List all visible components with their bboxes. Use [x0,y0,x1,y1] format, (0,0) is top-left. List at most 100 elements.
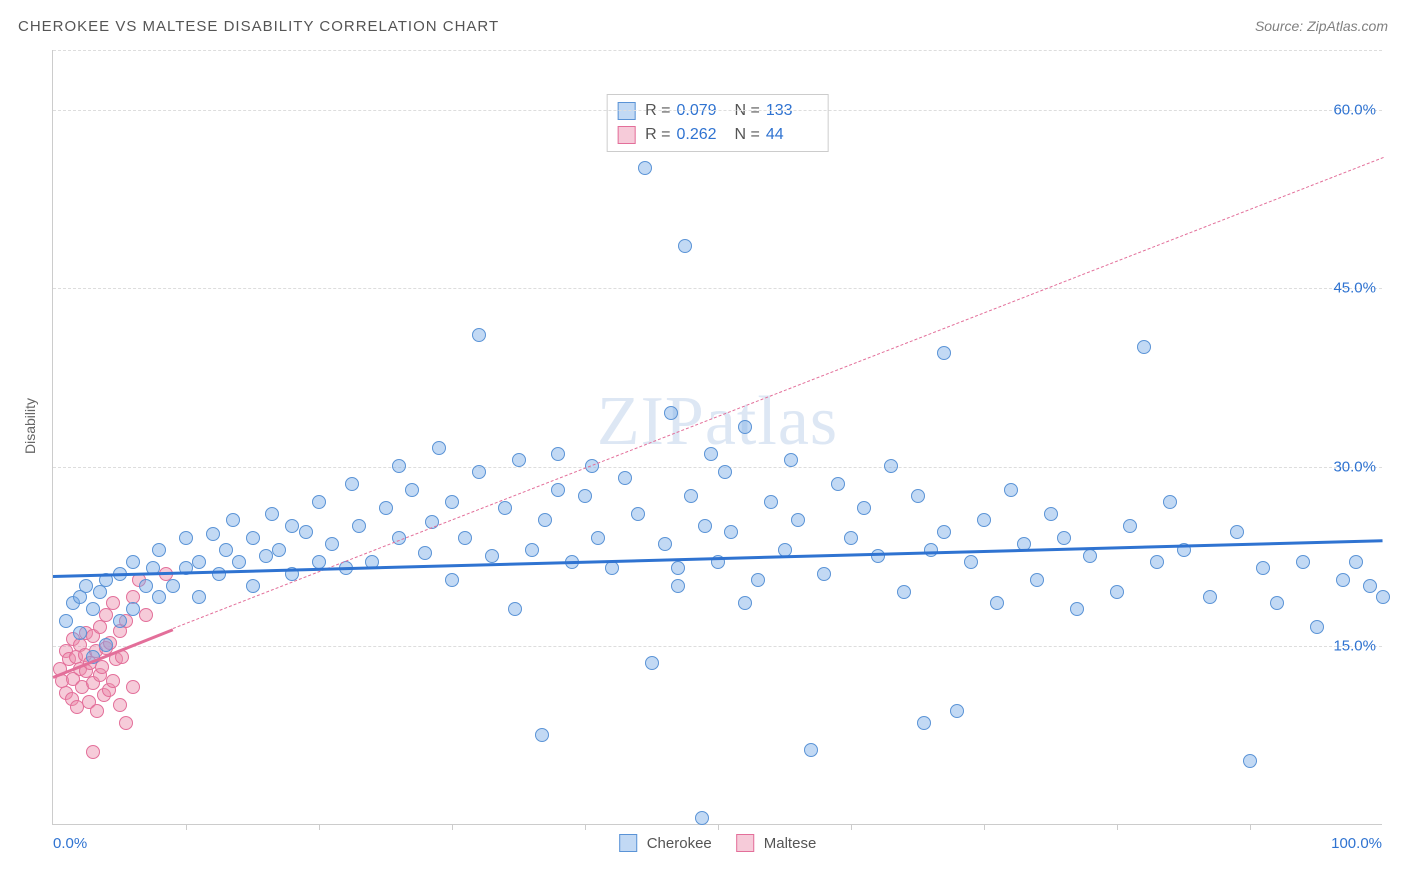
point-series1 [1256,561,1270,575]
point-series1 [784,453,798,467]
point-series1 [445,495,459,509]
point-series1 [551,483,565,497]
point-series1 [1123,519,1137,533]
point-series1 [192,555,206,569]
point-series1 [645,656,659,670]
x-tick [984,824,985,830]
point-series1 [738,420,752,434]
point-series1 [246,579,260,593]
x-tick [718,824,719,830]
x-max-label: 100.0% [1331,835,1382,852]
legend-label-1: Cherokee [647,835,712,852]
point-series1 [259,549,273,563]
y-tick-label: 60.0% [1333,101,1376,118]
point-series1 [658,537,672,551]
series-legend: Cherokee Maltese [619,834,817,852]
point-series1 [93,585,107,599]
r-value-2: 0.262 [677,123,729,147]
n-value-2: 44 [766,123,818,147]
point-series1 [405,483,419,497]
swatch-series1 [617,102,635,120]
point-series1 [937,525,951,539]
point-series1 [671,579,685,593]
point-series1 [1310,620,1324,634]
gridline [53,646,1382,647]
y-tick-label: 15.0% [1333,638,1376,655]
point-series1 [751,573,765,587]
point-series1 [977,513,991,527]
point-series1 [246,531,260,545]
point-series1 [86,602,100,616]
legend-item-1: Cherokee [619,834,712,852]
point-series1 [591,531,605,545]
point-series1 [704,447,718,461]
point-series1 [897,585,911,599]
point-series1 [445,573,459,587]
point-series1 [535,728,549,742]
point-series1 [265,507,279,521]
point-series1 [917,716,931,730]
point-series1 [219,543,233,557]
point-series1 [791,513,805,527]
x-tick [585,824,586,830]
point-series1 [1336,573,1350,587]
point-series1 [1230,525,1244,539]
point-series2 [139,608,153,622]
point-series1 [1363,579,1377,593]
legend-swatch-1 [619,834,637,852]
point-series1 [325,537,339,551]
point-series1 [206,527,220,541]
correlation-chart: CHEROKEE VS MALTESE DISABILITY CORRELATI… [10,10,1396,882]
point-series1 [990,596,1004,610]
point-series1 [472,465,486,479]
point-series1 [498,501,512,515]
point-series1 [817,567,831,581]
point-series1 [1057,531,1071,545]
point-series1 [1243,754,1257,768]
point-series1 [1349,555,1363,569]
point-series1 [512,453,526,467]
point-series1 [345,477,359,491]
point-series1 [964,555,978,569]
point-series1 [472,328,486,342]
point-series1 [299,525,313,539]
legend-label-2: Maltese [764,835,817,852]
x-tick [1117,824,1118,830]
point-series1 [724,525,738,539]
point-series1 [911,489,925,503]
x-min-label: 0.0% [53,835,87,852]
source-label: Source: ZipAtlas.com [1255,18,1388,34]
point-series1 [126,555,140,569]
point-series1 [1030,573,1044,587]
legend-item-2: Maltese [736,834,817,852]
point-series1 [1150,555,1164,569]
point-series1 [937,346,951,360]
point-series1 [1070,602,1084,616]
point-series1 [73,590,87,604]
point-series1 [73,626,87,640]
point-series1 [226,513,240,527]
point-series1 [485,549,499,563]
point-series1 [152,543,166,557]
point-series1 [79,579,93,593]
point-series1 [538,513,552,527]
swatch-series2 [617,126,635,144]
stats-row-1: R = 0.079 N = 133 [617,99,818,123]
point-series1 [578,489,592,503]
plot-area: ZIPatlas R = 0.079 N = 133 R = 0.262 N =… [52,50,1382,825]
point-series1 [1270,596,1284,610]
gridline [53,50,1382,51]
gridline [53,110,1382,111]
x-tick [186,824,187,830]
point-series1 [844,531,858,545]
point-series1 [638,161,652,175]
point-series1 [1083,549,1097,563]
y-tick-label: 45.0% [1333,280,1376,297]
point-series1 [738,596,752,610]
point-series2 [113,698,127,712]
point-series1 [664,406,678,420]
point-series1 [1203,590,1217,604]
point-series2 [86,745,100,759]
point-series1 [99,638,113,652]
y-axis-label: Disability [22,398,38,454]
